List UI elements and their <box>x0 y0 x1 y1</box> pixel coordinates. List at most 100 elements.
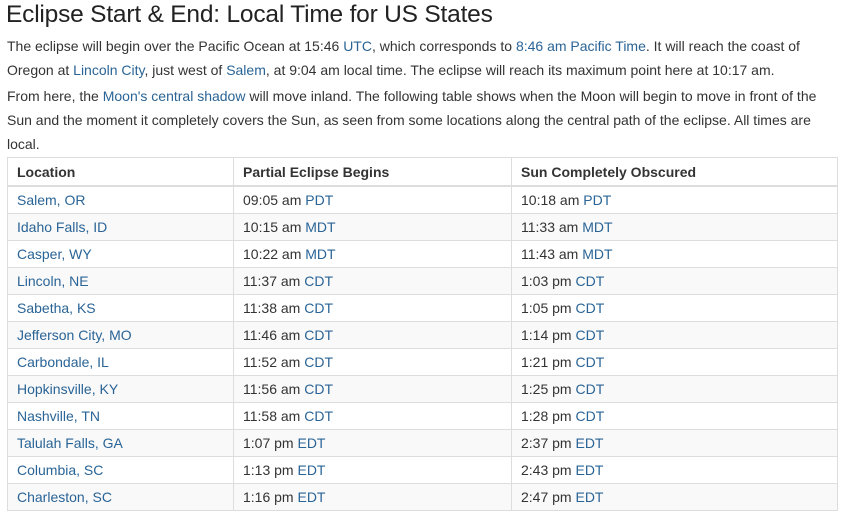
location-link[interactable]: Nashville, TN <box>17 408 100 424</box>
table-row: Salem, OR 09:05 am PDT 10:18 am PDT <box>7 185 838 214</box>
timezone-link[interactable]: CDT <box>575 273 605 289</box>
completely-obscured-cell: 1:03 pm CDT <box>511 267 838 295</box>
timezone-link[interactable]: PDT <box>583 192 612 208</box>
table-row: Jefferson City, MO 11:46 am CDT 1:14 pm CD… <box>7 321 838 349</box>
full-time: 1:21 pm <box>521 354 572 370</box>
partial-begins-cell: 11:58 am CDT <box>233 402 512 430</box>
table-row: Casper, WY 10:22 am MDT 11:43 am MDT <box>7 240 838 268</box>
inline-link[interactable]: Lincoln City <box>73 62 145 78</box>
table-row: Idaho Falls, ID 10:15 am MDT 11:33 am MDT <box>7 213 838 241</box>
partial-begins-cell: 11:56 am CDT <box>233 375 512 403</box>
timezone-link[interactable]: CDT <box>575 381 605 397</box>
location-link[interactable]: Charleston, SC <box>17 489 112 505</box>
inline-link[interactable]: Moon's central shadow <box>102 88 246 104</box>
completely-obscured-cell: 10:18 am PDT <box>511 185 838 214</box>
timezone-link[interactable]: EDT <box>575 489 604 505</box>
location-link[interactable]: Casper, WY <box>17 246 92 262</box>
paragraph-text: , which corresponds to <box>371 38 516 54</box>
timezone-link[interactable]: EDT <box>575 462 604 478</box>
timezone-link[interactable]: EDT <box>575 435 604 451</box>
partial-begins-cell: 11:38 am CDT <box>233 294 512 322</box>
timezone-link[interactable]: CDT <box>575 327 605 343</box>
timezone-link[interactable]: CDT <box>575 300 605 316</box>
completely-obscured-cell: 2:47 pm EDT <box>511 483 838 511</box>
timezone-link[interactable]: CDT <box>304 354 334 370</box>
paragraph-text: , at 9:04 am local time. The eclipse wil… <box>265 62 775 78</box>
full-time: 1:03 pm <box>521 273 572 289</box>
partial-begins-cell: 10:22 am MDT <box>233 240 512 268</box>
begin-time: 11:56 am <box>243 381 301 397</box>
completely-obscured-cell: 2:43 pm EDT <box>511 456 838 484</box>
begin-time: 11:46 am <box>243 327 301 343</box>
location-link[interactable]: Lincoln, NE <box>17 273 89 289</box>
full-time: 1:28 pm <box>521 408 572 424</box>
inline-link[interactable]: UTC <box>343 38 372 54</box>
begin-time: 09:05 am <box>243 192 302 208</box>
full-time: 2:47 pm <box>521 489 572 505</box>
table-row: Talulah Falls, GA 1:07 pm EDT 2:37 pm EDT <box>7 429 838 457</box>
location-link[interactable]: Idaho Falls, ID <box>17 219 108 235</box>
timezone-link[interactable]: CDT <box>304 381 334 397</box>
location-link[interactable]: Carbondale, IL <box>17 354 109 370</box>
completely-obscured-cell: 1:25 pm CDT <box>511 375 838 403</box>
partial-begins-cell: 09:05 am PDT <box>233 185 512 214</box>
begin-time: 10:22 am <box>243 246 302 262</box>
completely-obscured-cell: 2:37 pm EDT <box>511 429 838 457</box>
full-time: 10:18 am <box>521 192 580 208</box>
timezone-link[interactable]: EDT <box>297 462 326 478</box>
timezone-link[interactable]: MDT <box>305 219 336 235</box>
partial-begins-cell: 1:07 pm EDT <box>233 429 512 457</box>
begin-time: 11:52 am <box>243 354 301 370</box>
location-cell: Carbondale, IL <box>7 348 234 376</box>
paragraph-text: The eclipse will begin over the Pacific … <box>7 38 344 54</box>
location-cell: Salem, OR <box>7 185 234 214</box>
timezone-link[interactable]: CDT <box>304 327 334 343</box>
timezone-link[interactable]: EDT <box>297 435 326 451</box>
eclipse-times-table: Location Partial Eclipse Begins Sun Comp… <box>7 157 838 511</box>
timezone-link[interactable]: PDT <box>305 192 334 208</box>
location-link[interactable]: Sabetha, KS <box>17 300 96 316</box>
full-time: 2:37 pm <box>521 435 572 451</box>
partial-begins-cell: 1:13 pm EDT <box>233 456 512 484</box>
location-cell: Talulah Falls, GA <box>7 429 234 457</box>
begin-time: 1:16 pm <box>243 489 294 505</box>
timezone-link[interactable]: CDT <box>304 273 334 289</box>
page-title: Eclipse Start & End: Local Time for US S… <box>6 1 493 28</box>
location-link[interactable]: Jefferson City, MO <box>17 327 132 343</box>
full-time: 11:43 am <box>521 246 579 262</box>
timezone-link[interactable]: CDT <box>575 408 605 424</box>
location-cell: Lincoln, NE <box>7 267 234 295</box>
timezone-link[interactable]: CDT <box>304 408 334 424</box>
table-row: Carbondale, IL 11:52 am CDT 1:21 pm CDT <box>7 348 838 376</box>
location-cell: Casper, WY <box>7 240 234 268</box>
location-link[interactable]: Salem, OR <box>17 192 86 208</box>
partial-begins-cell: 10:15 am MDT <box>233 213 512 241</box>
intro-paragraph: The eclipse will begin over the Pacific … <box>7 34 837 82</box>
completely-obscured-cell: 1:28 pm CDT <box>511 402 838 430</box>
timezone-link[interactable]: CDT <box>575 354 605 370</box>
location-link[interactable]: Talulah Falls, GA <box>17 435 123 451</box>
paragraph-text: . It will reach the coast of Oregon at <box>7 38 800 78</box>
paragraph-text: , just west of <box>144 62 227 78</box>
table-header-row: Location Partial Eclipse Begins Sun Comp… <box>7 157 838 187</box>
full-time: 1:14 pm <box>521 327 572 343</box>
table-row: Lincoln, NE 11:37 am CDT 1:03 pm CDT <box>7 267 838 295</box>
inline-link[interactable]: Salem <box>226 62 266 78</box>
location-link[interactable]: Columbia, SC <box>17 462 104 478</box>
inline-link[interactable]: 8:46 am Pacific Time <box>515 38 646 54</box>
timezone-link[interactable]: MDT <box>582 219 613 235</box>
table-row: Nashville, TN 11:58 am CDT 1:28 pm CDT <box>7 402 838 430</box>
partial-begins-cell: 11:46 am CDT <box>233 321 512 349</box>
completely-obscured-cell: 11:33 am MDT <box>511 213 838 241</box>
begin-time: 11:37 am <box>243 273 301 289</box>
timezone-link[interactable]: CDT <box>304 300 334 316</box>
timezone-link[interactable]: MDT <box>582 246 613 262</box>
timezone-link[interactable]: EDT <box>297 489 326 505</box>
completely-obscured-cell: 1:14 pm CDT <box>511 321 838 349</box>
header-location: Location <box>7 157 234 187</box>
full-time: 1:25 pm <box>521 381 572 397</box>
location-cell: Jefferson City, MO <box>7 321 234 349</box>
timezone-link[interactable]: MDT <box>305 246 336 262</box>
full-time: 1:05 pm <box>521 300 572 316</box>
location-link[interactable]: Hopkinsville, KY <box>17 381 119 397</box>
